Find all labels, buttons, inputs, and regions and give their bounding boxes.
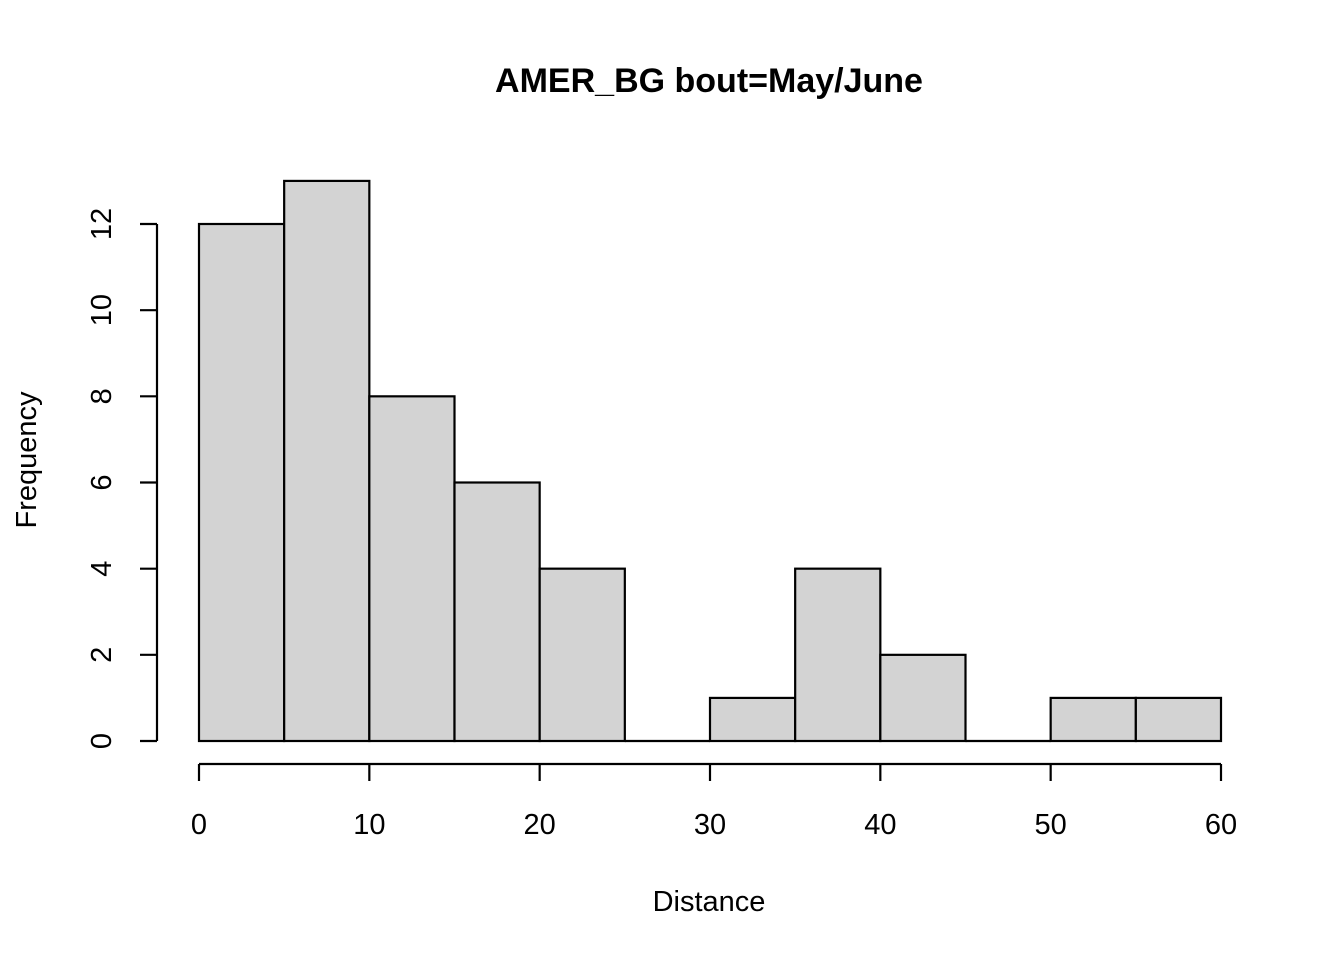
x-tick-label: 50	[1035, 809, 1067, 841]
y-axis-label: Frequency	[11, 391, 43, 529]
y-tick-label: 0	[86, 733, 118, 749]
y-tick-label: 2	[86, 647, 118, 663]
x-tick-label: 40	[864, 809, 896, 841]
histogram-bar	[879, 653, 967, 743]
histogram-bar	[283, 179, 371, 743]
histogram-bar	[708, 696, 797, 743]
histogram-bar	[453, 481, 541, 743]
histogram-bar	[368, 395, 456, 743]
y-axis: 0 2 4 6 8 10 12	[86, 208, 159, 749]
y-tick-label: 10	[86, 294, 118, 326]
y-tick-label: 12	[86, 208, 118, 240]
x-tick-label: 0	[191, 809, 207, 841]
x-tick-label: 10	[353, 809, 385, 841]
y-tick-label: 8	[86, 388, 118, 404]
histogram-bar	[1134, 696, 1223, 743]
x-tick-label: 30	[694, 809, 726, 841]
histogram-bar	[538, 567, 626, 743]
chart-title: AMER_BG bout=May/June	[495, 62, 923, 100]
x-tick-label: 60	[1205, 809, 1237, 841]
histogram-bar	[197, 222, 286, 743]
x-axis-label: Distance	[653, 886, 766, 918]
x-tick-label: 20	[524, 809, 556, 841]
histogram-bar	[794, 567, 882, 743]
histogram-bar	[1049, 696, 1137, 743]
y-tick-label: 6	[86, 474, 118, 490]
x-axis: 0 10 20 30 40 50 60	[191, 762, 1237, 841]
bars-group	[197, 179, 1223, 743]
y-tick-label: 4	[86, 561, 118, 577]
